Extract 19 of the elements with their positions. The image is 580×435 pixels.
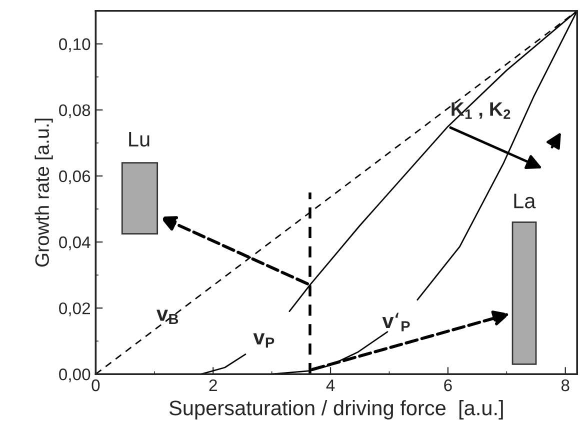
- annotation: v$_{B}$: [156, 310, 178, 324]
- y-tick-label: 0,00: [59, 368, 90, 382]
- y-tick-label: 0,08: [59, 104, 90, 118]
- x-tick-label: 8: [561, 379, 570, 392]
- y-tick-label: 0,02: [59, 302, 90, 316]
- y-tick-label: 0,04: [59, 236, 90, 250]
- annotation: Lu: [129, 132, 150, 147]
- y-tick-label: 0,06: [59, 170, 90, 184]
- x-tick-label: 6: [444, 379, 452, 392]
- x-tick-label: 0: [92, 379, 100, 392]
- x-axis-title: Supersaturation / driving force [a.u.]: [169, 400, 503, 420]
- annotation: v$_{P}$: [253, 333, 274, 348]
- x-tick-label: 4: [326, 380, 335, 392]
- x-tick-label: 2: [209, 379, 217, 392]
- annotation: La: [514, 194, 536, 208]
- y-axis-title: Growth rate [a.u.]: [34, 118, 53, 267]
- y-tick-label: 0,10: [59, 38, 90, 52]
- annotation: K$_{1}$ , K$_{2}$: [452, 102, 510, 119]
- annotation: v‘$_{P}$: [382, 312, 410, 332]
